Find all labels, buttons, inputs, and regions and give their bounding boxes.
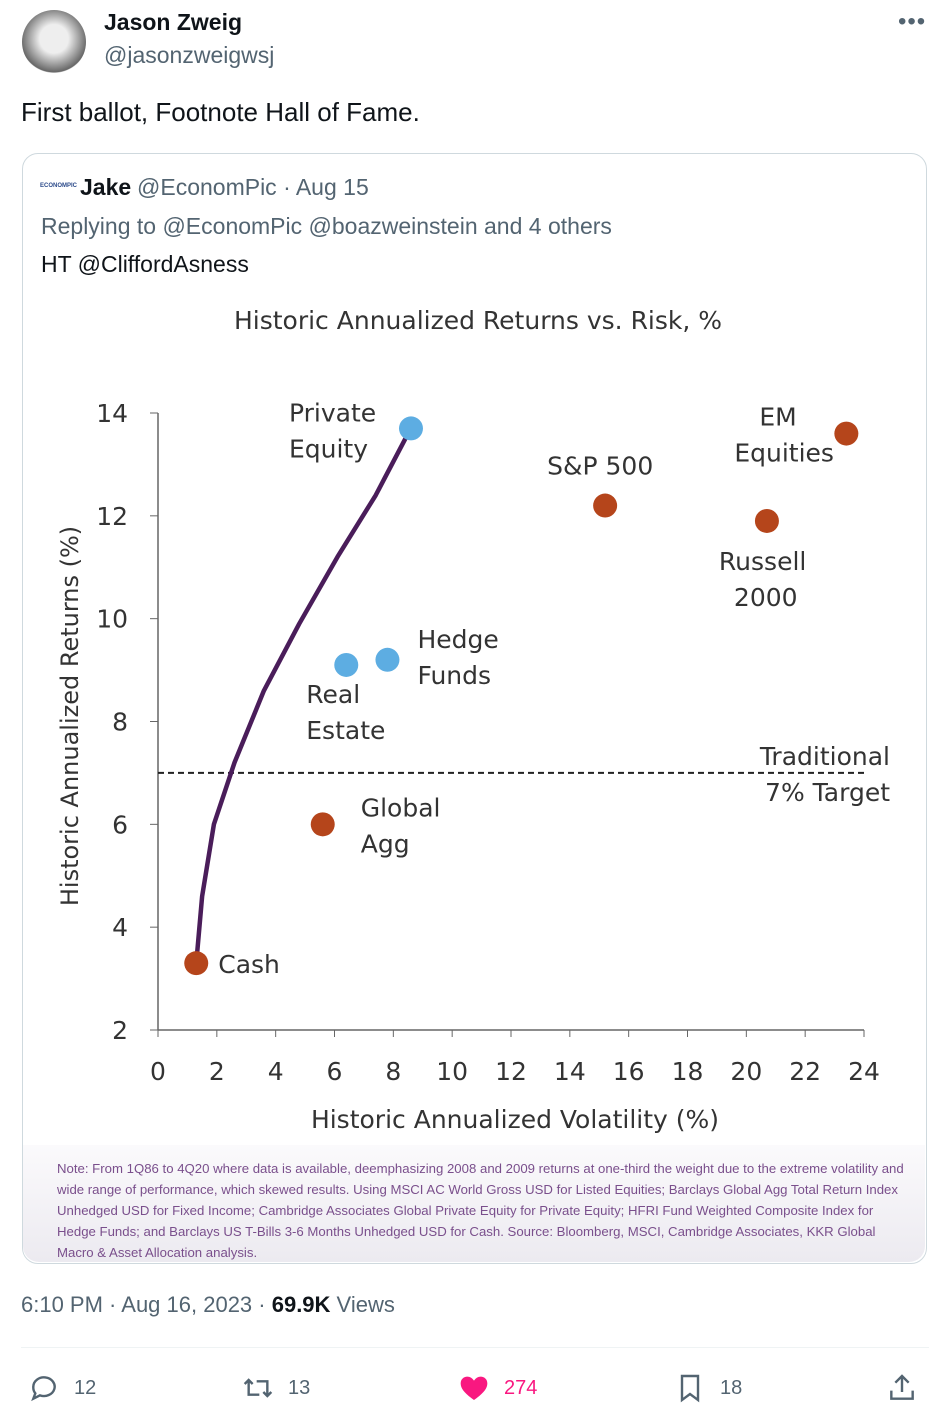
point-label: Cash [218,950,280,979]
data-point [834,421,859,446]
x-tick-label: 10 [436,1057,468,1086]
more-icon[interactable]: ••• [898,8,927,35]
views-label: Views [330,1292,395,1317]
bookmark-button[interactable]: 18 [674,1372,742,1404]
quoted-meta: @EconomPic · Aug 15 [137,174,369,200]
quoted-text: HT @CliffordAsness [41,251,249,277]
data-point [754,508,779,533]
y-tick-label: 4 [112,913,128,942]
point-label: Russell [719,547,806,576]
replying-to[interactable]: Replying to @EconomPic @boazweinstein an… [41,213,612,239]
point-label: Estate [306,716,385,745]
tweet-text: First ballot, Footnote Hall of Fame. [21,97,420,127]
timestamp: 6:10 PM · Aug 16, 2023 · 69.9K Views [21,1292,395,1318]
like-button[interactable]: 274 [458,1372,537,1404]
target-label: Traditional [759,742,890,771]
point-label: Real [306,680,360,709]
x-tick-label: 12 [495,1057,527,1086]
reply-count: 12 [74,1376,97,1399]
x-tick-label: 18 [672,1057,704,1086]
point-label: 2000 [734,583,798,612]
views-count: 69.9K [271,1292,331,1317]
y-tick-label: 14 [96,399,128,428]
quoted-tweet-card[interactable] [22,153,927,1264]
x-tick-label: 14 [554,1057,586,1086]
x-tick-label: 2 [209,1057,225,1086]
quoted-author-name[interactable]: Jake [80,174,132,200]
data-point [593,493,618,518]
y-tick-label: 10 [96,605,128,634]
x-tick-label: 0 [150,1057,166,1086]
repost-count: 13 [288,1376,311,1399]
heart-icon [460,1376,488,1400]
author-handle[interactable]: @jasonzweigwsj [104,42,275,68]
data-point [184,951,209,976]
reply-icon [31,1376,56,1402]
quoted-avatar-logo: ECONOMPIC [40,183,78,189]
y-tick-label: 8 [112,708,128,737]
point-label: Equities [734,439,834,468]
point-label: Equity [289,434,368,463]
x-tick-label: 20 [730,1057,762,1086]
y-tick-label: 12 [96,502,128,531]
reply-button[interactable]: 12 [28,1372,96,1404]
point-label: S&P 500 [547,452,653,481]
x-tick-label: 6 [327,1057,343,1086]
point-label: Agg [361,829,410,858]
author-name[interactable]: Jason Zweig [104,9,243,35]
bookmark-icon [680,1374,700,1403]
share-button[interactable] [886,1372,918,1404]
x-tick-label: 8 [385,1057,401,1086]
data-point [398,416,423,441]
timestamp-text[interactable]: 6:10 PM · Aug 16, 2023 · [21,1292,272,1317]
like-count: 274 [504,1376,538,1399]
chart: Historic Annualized Returns vs. Risk, % … [56,306,890,1134]
repost-icon [243,1378,273,1398]
note-background [23,1145,925,1262]
y-axis-label: Historic Annualized Returns (%) [56,526,84,906]
data-point [375,647,400,672]
x-tick-label: 16 [613,1057,645,1086]
y-tick-label: 2 [112,1016,128,1045]
data-point [334,652,359,677]
x-tick-label: 22 [789,1057,821,1086]
chart-title: Historic Annualized Returns vs. Risk, % [234,306,722,335]
chart-footnote: Note: From 1Q86 to 4Q20 where data is av… [57,1161,904,1260]
target-label: 7% Target [765,778,890,807]
divider [21,1347,929,1348]
point-label: Funds [417,661,491,690]
point-label: EM [759,403,796,432]
repost-button[interactable]: 13 [242,1372,310,1404]
y-tick-label: 6 [112,810,128,839]
x-axis-label: Historic Annualized Volatility (%) [311,1105,719,1134]
avatar[interactable] [22,10,86,74]
point-label: Global [361,793,441,822]
data-point [310,812,335,837]
efficient-frontier-curve [193,431,411,966]
point-label: Hedge [417,625,498,654]
x-tick-label: 4 [268,1057,284,1086]
point-label: Private [289,398,376,427]
bookmark-count: 18 [720,1376,743,1399]
share-icon [890,1374,914,1400]
x-tick-label: 24 [848,1057,880,1086]
